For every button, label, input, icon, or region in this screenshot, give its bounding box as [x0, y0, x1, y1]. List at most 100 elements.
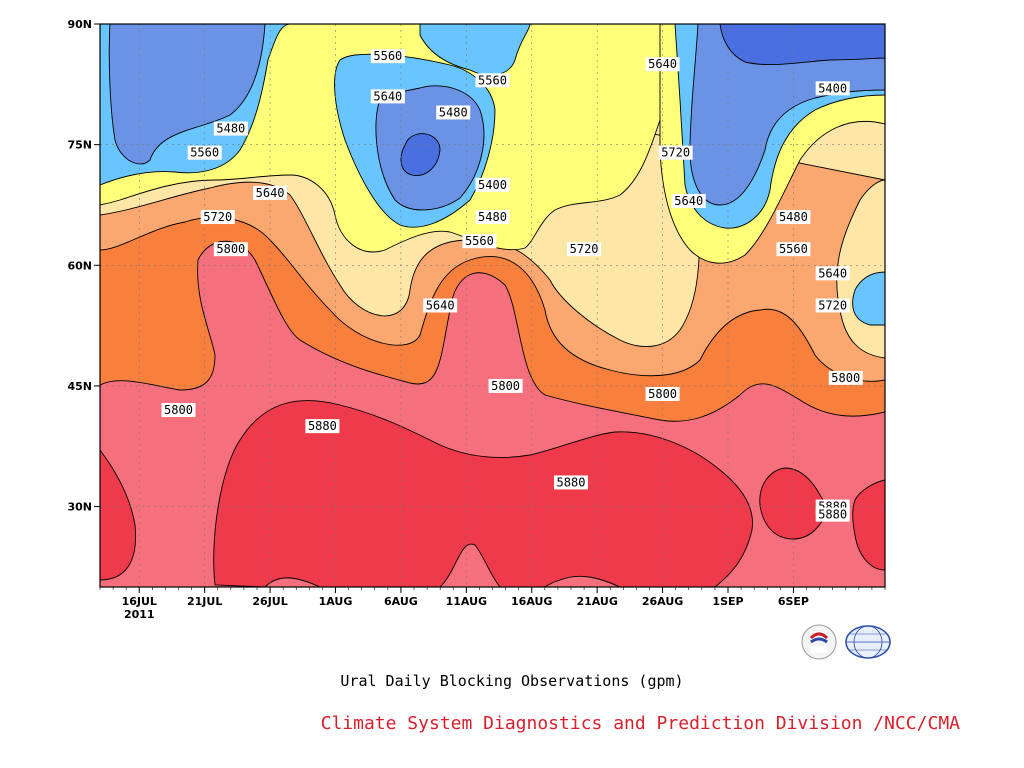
contour-label: 5720 — [567, 242, 602, 257]
contour-label: 5800 — [828, 370, 863, 385]
contour-label: 5880 — [815, 507, 850, 522]
contour-band — [400, 24, 885, 176]
contour-label-text: 5560 — [779, 242, 808, 256]
x-tick-label: 21AUG — [576, 595, 617, 608]
contour-label-bg — [815, 298, 850, 313]
y-axis: 90N 75N 60N 45N 30N — [67, 18, 100, 514]
contour-label: 5480 — [475, 210, 510, 225]
contour-label-text: 5560 — [465, 234, 494, 248]
y-tick-label: 75N — [67, 139, 92, 152]
contour-label-bg — [475, 177, 510, 192]
contour-fills — [100, 24, 885, 587]
contour-label-text: 5720 — [661, 146, 690, 160]
x-axis: 16JUL 21JUL 26JUL 1AUG 6AUG 11AUG 16AUG 21AUG 26… — [99, 587, 886, 621]
contour-label-bg — [658, 145, 693, 160]
x-tick-label: 6SEP — [778, 595, 809, 608]
contour-label: 5640 — [645, 57, 680, 72]
contour-label-bg — [213, 242, 248, 257]
x-tick-label: 16AUG — [511, 595, 552, 608]
contour-label-text: 5560 — [190, 146, 219, 160]
contour-label-bg — [828, 370, 863, 385]
contour-label: 5480 — [436, 105, 471, 120]
contour-label-text: 5640 — [674, 194, 703, 208]
contour-label: 5480 — [213, 121, 248, 136]
contour-label-text: 5800 — [164, 403, 193, 417]
contour-label-bg — [554, 475, 588, 490]
x-tick-label: 16JUL — [122, 595, 157, 608]
contour-label-text: 5480 — [779, 210, 808, 224]
contour-label-text: 5560 — [373, 49, 402, 63]
contour-label: 5880 — [305, 419, 340, 434]
contour-label-bg — [436, 105, 471, 120]
contour-label: 5560 — [475, 73, 510, 88]
x-tick-label: 26AUG — [642, 595, 683, 608]
contour-label: 5400 — [815, 81, 850, 96]
credit-line: Climate System Diagnostics and Predictio… — [320, 713, 960, 734]
contour-label-bg — [475, 210, 510, 225]
x-year-label: 2011 — [124, 608, 155, 621]
contour-label-bg — [671, 193, 706, 208]
contour-label-text: 5480 — [439, 105, 468, 119]
contour-label: 5720 — [658, 145, 693, 160]
contour-label: 5560 — [462, 234, 497, 249]
contour-label: 5720 — [200, 210, 235, 225]
contour-label-text: 5800 — [491, 379, 520, 393]
contour-label-text: 5800 — [216, 242, 245, 256]
contour-label-bg — [488, 378, 523, 393]
contour-label: 5480 — [776, 210, 811, 225]
contour-label-text: 5720 — [203, 210, 232, 224]
contour-label-bg — [776, 210, 811, 225]
contour-label: 5560 — [187, 145, 222, 160]
y-tick-label: 30N — [67, 501, 92, 514]
x-tick-label: 1SEP — [712, 595, 743, 608]
contour-label-bg — [305, 419, 340, 434]
contour-label-text: 5880 — [308, 419, 337, 433]
x-tick-label: 26JUL — [252, 595, 287, 608]
contour-label-text: 5720 — [570, 242, 599, 256]
contour-label-bg — [370, 89, 405, 104]
contour-label-bg — [815, 266, 850, 281]
contour-label-bg — [200, 210, 235, 225]
contour-label-text: 5880 — [557, 475, 586, 489]
x-tick-label: 1AUG — [319, 595, 353, 608]
bcc-logo-icon — [801, 624, 837, 660]
y-tick-label: 45N — [67, 380, 92, 393]
contour-label: 5800 — [161, 403, 196, 418]
contour-label: 5800 — [488, 378, 523, 393]
contour-label-bg — [815, 81, 850, 96]
contour-label: 5640 — [671, 193, 706, 208]
contour-label-bg — [815, 507, 850, 522]
y-tick-label: 60N — [67, 259, 92, 272]
contour-label-text: 5480 — [478, 210, 507, 224]
contour-label-text: 5800 — [831, 371, 860, 385]
contour-label: 5640 — [370, 89, 405, 104]
x-tick-label: 11AUG — [446, 595, 487, 608]
contour-label-text: 5560 — [478, 73, 507, 87]
contour-label: 5800 — [645, 386, 680, 401]
y-tick-label: 90N — [67, 18, 92, 31]
contour-label: 5640 — [815, 266, 850, 281]
contour-label-bg — [776, 242, 811, 257]
contour-label-bg — [567, 242, 602, 257]
contour-label: 5800 — [213, 242, 248, 257]
contour-label-bg — [462, 234, 497, 249]
contour-label-text: 5640 — [256, 186, 285, 200]
contour-band — [100, 400, 885, 587]
contour-label-text: 5640 — [818, 266, 847, 280]
contour-label: 5640 — [423, 298, 458, 313]
contour-label-text: 5880 — [818, 508, 847, 522]
contour-label-bg — [370, 49, 405, 64]
contour-label-bg — [645, 386, 680, 401]
contour-label-text: 5640 — [426, 299, 455, 313]
chart-title: Ural Daily Blocking Observations (gpm) — [340, 672, 684, 690]
contour-label-text: 5640 — [648, 57, 677, 71]
contour-label-bg — [475, 73, 510, 88]
contour-label: 5720 — [815, 298, 850, 313]
contour-label-bg — [645, 57, 680, 72]
contour-label: 5400 — [475, 177, 510, 192]
contour-label: 5880 — [554, 475, 588, 490]
contour-label-text: 5400 — [478, 178, 507, 192]
contour-label-text: 5480 — [216, 122, 245, 136]
contour-label-bg — [187, 145, 222, 160]
